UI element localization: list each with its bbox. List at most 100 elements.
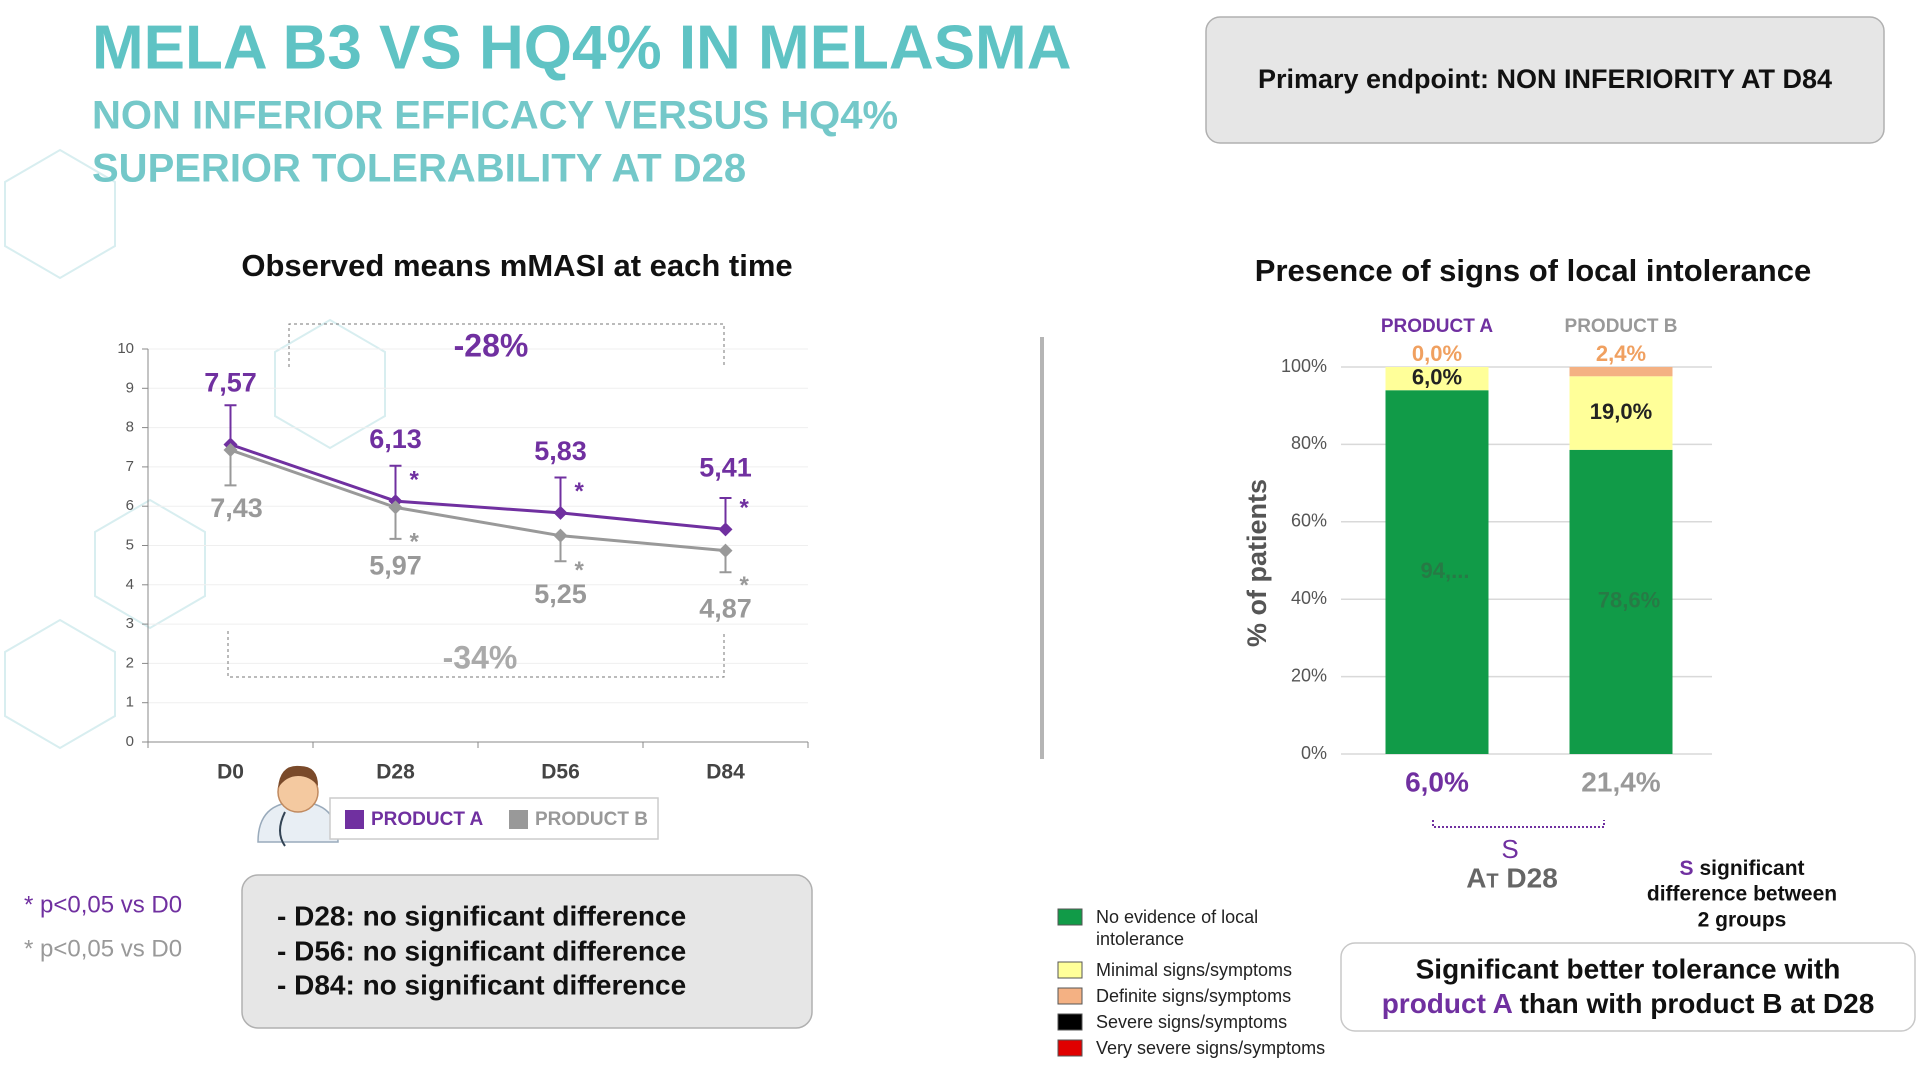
summary-line: - D84: no significant difference [277,969,686,1000]
legend-entry: Definite signs/symptoms [1096,986,1292,1006]
significance-mark: * [410,466,420,493]
data-label: 94,... [1421,558,1470,583]
y-tick-label: 40% [1291,588,1327,608]
y-tick-label: 1 [126,694,134,711]
x-tick-label: D28 [376,761,415,784]
legend-label: Definite signs/symptoms [1096,986,1292,1006]
conclusion-box [1340,942,1916,1032]
y-tick-label: 20% [1291,665,1327,685]
y-tick-label: 2 [126,654,134,671]
legend-entry: Minimal signs/symptoms [1096,960,1293,980]
data-label: 6,0% [1412,364,1462,389]
x-tick-label: D0 [217,761,244,784]
slide-title: MELA B3 VS HQ4% IN MELASMA [92,13,1071,82]
data-label: 6,13 [369,424,422,454]
data-label: 19,0% [1590,399,1652,424]
conclusion-line: Significant better tolerance with [1416,953,1841,984]
total-label: 21,4% [1581,766,1660,797]
significance-note-mark: S [1679,857,1693,880]
x-tick-label: D56 [541,761,580,784]
data-label: 7,57 [204,368,257,398]
legend-label: Minimal signs/symptoms [1096,960,1293,980]
y-tick-label: 80% [1291,433,1327,453]
legend-swatch [509,810,528,829]
x-tick-label: D84 [706,761,745,784]
legend-label: No evidence of local intolerance [1096,907,1259,949]
significance-timepoint: At D28 [1466,862,1558,893]
legend-swatch [1057,1013,1083,1031]
significance-mark: * [575,478,585,505]
significance-note-text: significant [1700,857,1805,880]
significance-note: difference between [1647,883,1837,906]
legend-entry: Very severe signs/symptoms [1096,1038,1326,1058]
summary-line: - D28: no significant difference [277,900,686,931]
y-tick-label: 4 [126,576,134,593]
bar-segment [1569,449,1673,754]
data-label: 78,6% [1598,588,1660,613]
legend-label: PRODUCT A [371,809,484,830]
y-tick-label: 6 [126,497,134,514]
point [718,522,733,537]
legend-swatch [1057,987,1083,1005]
y-axis-label: % of patients [1242,479,1272,647]
significance-bracket [1432,820,1605,828]
significance-note: 2 groups [1698,909,1787,932]
significance-mark: S [1501,834,1518,864]
y-tick-label: 7 [126,458,134,475]
legend-swatch [345,810,364,829]
y-tick-label: 0% [1301,743,1327,763]
summary-box [241,874,813,1029]
endpoint-text: Primary endpoint: NON INFERIORITY AT D84 [1258,64,1832,94]
data-label: 2,4% [1596,341,1646,366]
conclusion-highlight: product A [1382,988,1513,1019]
bar-segment [1569,367,1673,377]
slide-subtitle: SUPERIOR TOLERABILITY AT D28 [92,147,746,191]
bracket [288,323,725,367]
data-label: 7,43 [210,493,263,523]
slide-subtitle: NON INFERIOR EFFICACY VERSUS HQ4% [92,94,898,138]
y-tick-label: 3 [126,615,134,632]
bracket [227,631,725,678]
series-line [230,448,726,553]
y-tick-label: 10 [117,340,134,357]
y-tick-label: 8 [126,419,134,436]
significance-mark: * [740,495,750,522]
doctor-icon [257,765,339,847]
significance-mark: * [740,572,750,599]
point [553,528,568,543]
point [553,505,568,520]
endpoint-box [1205,16,1885,144]
data-label: 0,0% [1412,341,1462,366]
y-tick-label: 60% [1291,511,1327,531]
annotation: -28% [454,327,529,363]
bar-segment [1569,376,1673,450]
annotation: -34% [443,639,518,675]
y-tick-label: 0 [126,733,134,750]
note: * p<0,05 vs D0 [24,935,182,962]
significance-mark: * [410,529,420,556]
data-label: 5,83 [534,436,587,466]
legend-swatch [1057,908,1083,926]
category-label: PRODUCT B [1565,316,1678,337]
data-label: 5,25 [534,579,587,609]
significance-mark: * [575,557,585,584]
bar-segment [1385,390,1489,754]
conclusion-line: product A than with product B at D28 [1382,988,1875,1019]
legend-label: Very severe signs/symptoms [1096,1038,1326,1058]
point [388,500,403,515]
point [223,443,238,458]
legend-swatch [1057,961,1083,979]
background-pattern [4,148,386,750]
point [718,543,733,558]
legend-entry: Severe signs/symptoms [1096,1012,1288,1032]
data-label: 5,97 [369,551,422,581]
chart-title: Presence of signs of local intolerance [1255,253,1811,288]
conclusion-text: than with product B at D28 [1512,988,1874,1019]
data-label: 5,41 [699,453,752,483]
legend-label: Severe signs/symptoms [1096,1012,1288,1032]
legend-label: PRODUCT B [535,809,648,830]
legend-entry: No evidence of local intolerance [1096,907,1259,949]
bar-segment [1385,367,1489,391]
